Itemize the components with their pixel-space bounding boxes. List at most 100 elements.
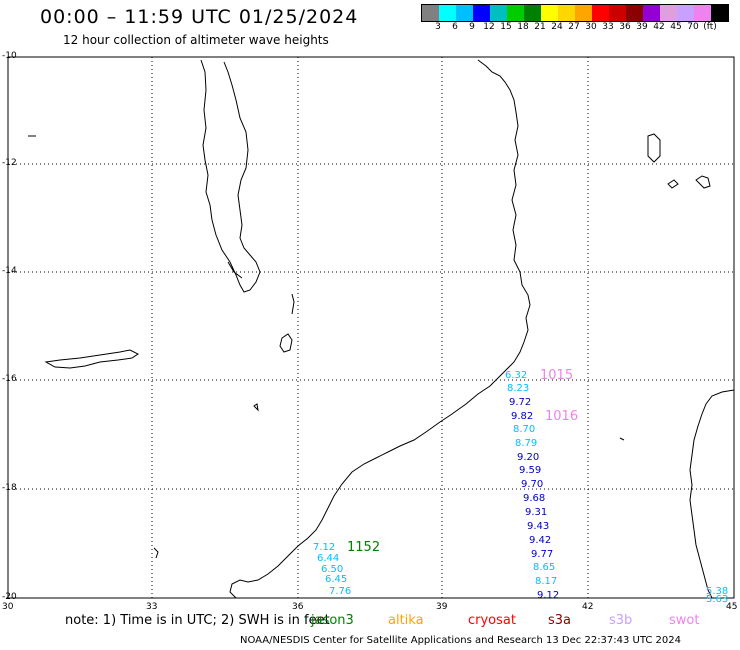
scale-label: 21 [534,22,546,32]
scale-label: 9 [469,22,475,32]
scale-swatch [711,5,728,21]
scale-label: 18 [517,22,529,32]
scale-label: 24 [551,22,563,32]
wave-height-value: 5.63 [706,594,729,605]
scale-swatch [558,5,575,21]
scale-label: 45 [670,22,682,32]
wave-height-value: 9.20 [517,452,540,463]
graticule [8,57,734,598]
satellite-legend-item: altika [388,613,424,628]
lake-malawi [200,59,261,293]
latitude-label: -12 [2,158,17,168]
wave-height-value: 9.82 [511,411,534,422]
satellite-legend-item: swot [669,613,700,628]
wave-height-value: 9.72 [509,397,532,408]
pass-id: 1016 [545,409,579,424]
scale-swatch [473,5,490,21]
scale-swatch [541,5,558,21]
scale-label: 27 [568,22,580,32]
scale-label: 33 [602,22,614,32]
wave-height-value: 9.43 [527,521,550,532]
scale-swatch [507,5,524,21]
grande-comore [647,133,661,163]
wave-height-value: 9.59 [519,465,542,476]
latitude-label: -14 [2,266,17,276]
mayotte [667,179,679,189]
satellite-legend-item: s3a [548,613,572,628]
latitude-label: -20 [2,592,17,602]
wave-height-value: 9.68 [523,493,546,504]
scale-label: 6 [452,22,458,32]
footer-credit: NOAA/NESDIS Center for Satellite Applica… [240,635,682,646]
longitude-label: 30 [2,602,14,612]
wave-height-value: 5.38 [706,586,729,597]
wave-height-value: 9.12 [537,590,560,601]
cahora-bassa [44,349,139,369]
wave-height-value: 9.31 [525,507,548,518]
scale-label: (ft) [703,22,717,32]
scale-label: 3 [435,22,441,32]
madagascar-coast [689,389,735,599]
satellite-legend-item: s3b [609,613,633,628]
page-title: 00:00 – 11:59 UTC 01/25/2024 [40,6,359,28]
shire-river [153,293,295,559]
longitude-label: 33 [146,602,158,612]
wave-height-value: 6.32 [505,370,528,381]
wave-height-value: 8.23 [507,383,530,394]
scale-swatch [609,5,626,21]
longitude-label: 45 [726,602,738,612]
scale-swatch [626,5,643,21]
small-island [28,135,625,441]
wave-height-value: 8.17 [535,576,558,587]
wave-height-value: 9.70 [521,479,544,490]
scale-swatch [575,5,592,21]
longitude-label: 42 [582,602,594,612]
wave-height-value: 9.77 [531,549,554,560]
wave-height-value: 8.65 [533,562,556,573]
latitude-label: -16 [2,374,17,384]
satellite-legend-item: cryosat [468,613,516,628]
wave-height-value: 6.44 [317,553,340,564]
longitude-label: 39 [436,602,448,612]
wave-height-value: 8.70 [513,424,536,435]
scale-label: 36 [619,22,631,32]
longitude-label: 36 [292,602,304,612]
wave-height-value: 6.45 [325,574,348,585]
satellite-legend-item: jason3 [311,613,354,628]
latitude-label: -10 [2,51,17,61]
scale-label: 12 [483,22,495,32]
scale-swatch [422,5,439,21]
wave-height-value: 7.76 [329,586,352,597]
footer-note: note: 1) Time is in UTC; 2) SWH is in fe… [65,613,330,628]
scale-swatch [439,5,456,21]
page-subtitle: 12 hour collection of altimeter wave hei… [63,33,329,47]
scale-swatch [660,5,677,21]
wave-height-value: 7.12 [313,542,336,553]
scale-label: 30 [585,22,597,32]
scale-label: 42 [653,22,665,32]
wave-height-value: 9.42 [529,535,552,546]
coastlines [28,59,735,599]
pass-id: 1152 [347,540,381,555]
likoma [253,403,259,412]
wave-height-color-scale [421,4,729,22]
east-africa-coast [229,59,531,599]
scale-swatch [456,5,473,21]
wave-height-value: 8.79 [515,438,538,449]
wave-height-value: 6.50 [321,564,344,575]
scale-label: 39 [636,22,648,32]
map-frame [7,56,735,599]
lake-chilwa [279,333,293,353]
scale-label: 70 [687,22,699,32]
scale-swatch [643,5,660,21]
scale-swatch [524,5,541,21]
anjouan [695,175,711,189]
latitude-label: -18 [2,483,17,493]
scale-swatch [677,5,694,21]
scale-swatch [694,5,711,21]
pass-id: 1015 [540,368,574,383]
scale-swatch [490,5,507,21]
scale-label: 15 [500,22,512,32]
scale-swatch [592,5,609,21]
